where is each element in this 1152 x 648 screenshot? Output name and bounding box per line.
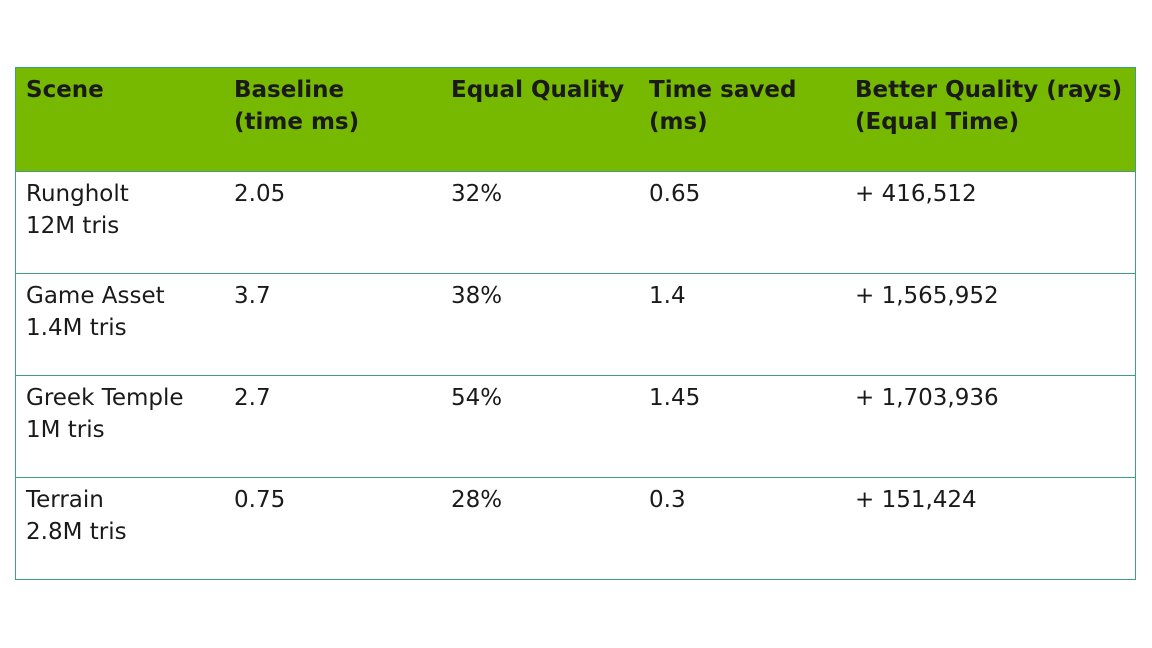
cell-scene: Game Asset 1.4M tris: [16, 273, 224, 375]
header-scene: Scene: [26, 77, 104, 103]
scene-name: Rungholt: [26, 180, 129, 207]
cell-baseline: 0.75: [234, 486, 286, 513]
cell-better-quality: + 1,703,936: [855, 384, 999, 411]
cell-time-saved: 0.3: [649, 486, 686, 513]
results-table: Scene Baseline (time ms) Equal Quality T…: [16, 68, 1135, 579]
header-baseline: Baseline (time ms): [234, 77, 360, 135]
scene-name: Greek Temple: [26, 384, 184, 411]
cell-baseline: 2.7: [234, 384, 271, 411]
cell-time-saved: 0.65: [649, 180, 701, 207]
cell-baseline: 3.7: [234, 282, 271, 309]
cell-equal-quality: 32%: [451, 180, 503, 207]
cell-better-quality: + 151,424: [855, 486, 977, 513]
table-row: Greek Temple 1M tris 2.7 54% 1.45 + 1,70…: [16, 375, 1135, 477]
scene-name: Terrain: [26, 486, 104, 513]
scene-tris: 12M tris: [26, 212, 120, 239]
cell-equal-quality: 28%: [451, 486, 503, 513]
cell-equal-quality: 38%: [451, 282, 503, 309]
table-header-row: Scene Baseline (time ms) Equal Quality T…: [16, 68, 1135, 171]
cell-time-saved: 1.45: [649, 384, 701, 411]
scene-name: Game Asset: [26, 282, 165, 309]
header-better-quality: Better Quality (rays) (Equal Time): [855, 77, 1123, 135]
header-equal-quality: Equal Quality: [451, 77, 625, 103]
results-table-container: Scene Baseline (time ms) Equal Quality T…: [15, 67, 1136, 580]
table-row: Game Asset 1.4M tris 3.7 38% 1.4 + 1,565…: [16, 273, 1135, 375]
cell-equal-quality: 54%: [451, 384, 503, 411]
cell-better-quality: + 1,565,952: [855, 282, 999, 309]
cell-time-saved: 1.4: [649, 282, 686, 309]
cell-better-quality: + 416,512: [855, 180, 977, 207]
cell-baseline: 2.05: [234, 180, 286, 207]
table-row: Terrain 2.8M tris 0.75 28% 0.3 + 151,424: [16, 477, 1135, 579]
scene-tris: 2.8M tris: [26, 518, 127, 545]
scene-tris: 1.4M tris: [26, 314, 127, 341]
cell-scene: Greek Temple 1M tris: [16, 375, 224, 477]
scene-tris: 1M tris: [26, 416, 105, 443]
table-row: Rungholt 12M tris 2.05 32% 0.65 + 416,51…: [16, 171, 1135, 273]
header-time-saved: Time saved (ms): [649, 77, 797, 135]
cell-scene: Rungholt 12M tris: [16, 171, 224, 273]
cell-scene: Terrain 2.8M tris: [16, 477, 224, 579]
